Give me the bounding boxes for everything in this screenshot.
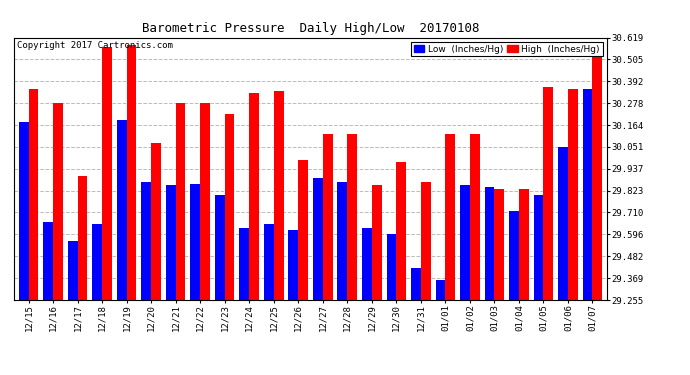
Bar bbox=[77, 176, 88, 300]
Bar bbox=[509, 210, 519, 300]
Bar bbox=[470, 134, 480, 300]
Bar bbox=[386, 234, 396, 300]
Bar bbox=[92, 224, 102, 300]
Bar bbox=[200, 103, 210, 300]
Bar bbox=[337, 182, 347, 300]
Bar bbox=[264, 224, 274, 300]
Bar bbox=[519, 189, 529, 300]
Bar bbox=[362, 228, 372, 300]
Bar bbox=[225, 114, 235, 300]
Bar bbox=[298, 160, 308, 300]
Bar bbox=[445, 134, 455, 300]
Bar bbox=[102, 47, 112, 300]
Legend: Low  (Inches/Hg), High  (Inches/Hg): Low (Inches/Hg), High (Inches/Hg) bbox=[411, 42, 602, 56]
Bar bbox=[249, 93, 259, 300]
Bar bbox=[68, 241, 77, 300]
Bar bbox=[568, 89, 578, 300]
Bar bbox=[117, 120, 126, 300]
Bar bbox=[151, 143, 161, 300]
Bar bbox=[396, 162, 406, 300]
Text: Copyright 2017 Cartronics.com: Copyright 2017 Cartronics.com bbox=[17, 42, 172, 51]
Bar bbox=[274, 91, 284, 300]
Bar bbox=[347, 134, 357, 300]
Bar bbox=[43, 222, 53, 300]
Bar bbox=[288, 230, 298, 300]
Title: Barometric Pressure  Daily High/Low  20170108: Barometric Pressure Daily High/Low 20170… bbox=[141, 22, 480, 35]
Bar bbox=[435, 280, 445, 300]
Bar bbox=[19, 122, 28, 300]
Bar bbox=[190, 184, 200, 300]
Bar bbox=[372, 186, 382, 300]
Bar bbox=[582, 89, 593, 300]
Bar bbox=[411, 268, 421, 300]
Bar bbox=[533, 195, 544, 300]
Bar bbox=[495, 189, 504, 300]
Bar bbox=[141, 182, 151, 300]
Bar bbox=[558, 147, 568, 300]
Bar bbox=[215, 195, 225, 300]
Bar bbox=[239, 228, 249, 300]
Bar bbox=[166, 186, 176, 300]
Bar bbox=[28, 89, 39, 300]
Bar bbox=[484, 188, 495, 300]
Bar bbox=[593, 51, 602, 300]
Bar bbox=[313, 178, 323, 300]
Bar bbox=[544, 87, 553, 300]
Bar bbox=[126, 45, 137, 300]
Bar bbox=[421, 182, 431, 300]
Bar bbox=[323, 134, 333, 300]
Bar bbox=[176, 103, 186, 300]
Bar bbox=[460, 186, 470, 300]
Bar bbox=[53, 103, 63, 300]
